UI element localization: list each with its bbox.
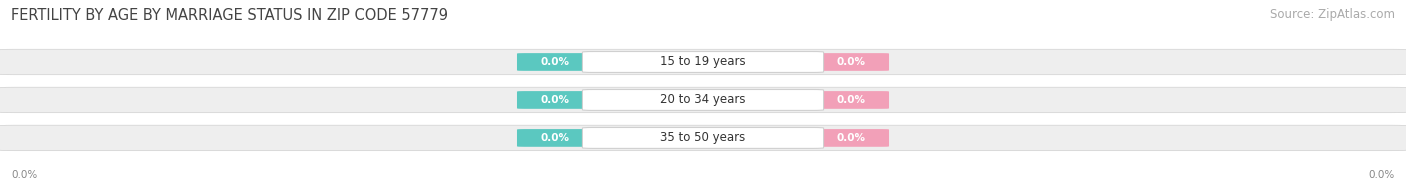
- FancyBboxPatch shape: [582, 90, 824, 110]
- Text: Source: ZipAtlas.com: Source: ZipAtlas.com: [1270, 8, 1395, 21]
- Text: 0.0%: 0.0%: [540, 95, 569, 105]
- Text: 0.0%: 0.0%: [540, 57, 569, 67]
- Text: FERTILITY BY AGE BY MARRIAGE STATUS IN ZIP CODE 57779: FERTILITY BY AGE BY MARRIAGE STATUS IN Z…: [11, 8, 449, 23]
- FancyBboxPatch shape: [0, 49, 1406, 75]
- FancyBboxPatch shape: [517, 91, 593, 109]
- Text: 0.0%: 0.0%: [540, 133, 569, 143]
- Text: 20 to 34 years: 20 to 34 years: [661, 93, 745, 106]
- FancyBboxPatch shape: [813, 129, 889, 147]
- FancyBboxPatch shape: [517, 129, 593, 147]
- Text: 0.0%: 0.0%: [11, 170, 38, 180]
- Text: 0.0%: 0.0%: [837, 133, 866, 143]
- FancyBboxPatch shape: [0, 87, 1406, 113]
- FancyBboxPatch shape: [582, 127, 824, 148]
- Text: 35 to 50 years: 35 to 50 years: [661, 132, 745, 144]
- Text: 0.0%: 0.0%: [837, 57, 866, 67]
- FancyBboxPatch shape: [813, 53, 889, 71]
- Text: 0.0%: 0.0%: [1368, 170, 1395, 180]
- FancyBboxPatch shape: [517, 53, 593, 71]
- FancyBboxPatch shape: [813, 91, 889, 109]
- Text: 15 to 19 years: 15 to 19 years: [661, 55, 745, 68]
- Text: 0.0%: 0.0%: [837, 95, 866, 105]
- FancyBboxPatch shape: [0, 125, 1406, 151]
- FancyBboxPatch shape: [582, 52, 824, 73]
